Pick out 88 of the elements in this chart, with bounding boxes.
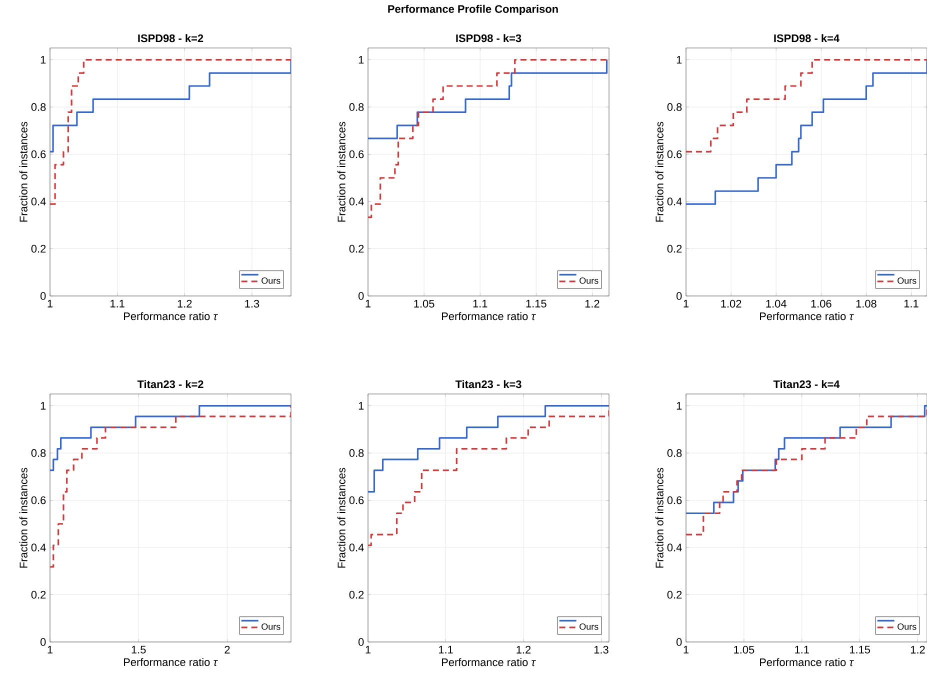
x-tick-label: 1 bbox=[366, 300, 371, 308]
chart-title: Titan23 - k=3 bbox=[455, 380, 522, 388]
y-tick-label: 0.4 bbox=[349, 198, 364, 206]
y-tick-label: 0 bbox=[40, 292, 46, 300]
x-tick-label: 1 bbox=[684, 646, 689, 654]
x-tick-label: 1.2 bbox=[178, 300, 192, 308]
text: Ours bbox=[262, 277, 280, 284]
y-tick-label: 0.2 bbox=[31, 590, 46, 599]
x-tick-label: 1 bbox=[48, 646, 53, 654]
y-tick-label: 0.4 bbox=[31, 544, 46, 552]
y-tick-label: 1 bbox=[40, 402, 46, 410]
x-tick-label: 1.02 bbox=[721, 300, 742, 308]
y-tick-label: 0.8 bbox=[349, 103, 364, 111]
y-tick-label: 0.6 bbox=[349, 496, 364, 504]
y-tick-label: 0.8 bbox=[667, 103, 682, 111]
x-tick-label: 1.2 bbox=[585, 300, 600, 308]
y-tick-label: 0.6 bbox=[667, 150, 682, 158]
y-tick-label: 0.8 bbox=[349, 449, 364, 457]
x-axis-title: Performance ratio τ bbox=[760, 312, 854, 320]
chart-title: Titan23 - k=4 bbox=[773, 380, 840, 388]
x-tick-label: 1 bbox=[684, 300, 689, 308]
chart-title: ISPD98 - k=4 bbox=[774, 34, 840, 42]
y-tick-label: 0.2 bbox=[349, 244, 364, 253]
text: Ours bbox=[898, 277, 916, 284]
y-tick-label: 0.2 bbox=[349, 590, 364, 599]
chart-title: Titan23 - k=2 bbox=[137, 380, 204, 388]
y-tick-label: 0.4 bbox=[31, 198, 46, 206]
y-axis-title: Fraction of instances bbox=[19, 468, 28, 568]
y-tick-label: 0 bbox=[40, 638, 46, 646]
text: Performance Profile Comparison bbox=[388, 4, 558, 16]
y-tick-label: 0 bbox=[676, 638, 682, 646]
y-axis-title: Fraction of instances bbox=[655, 122, 664, 222]
text: Ours bbox=[580, 623, 598, 630]
x-tick-label: 1.06 bbox=[811, 300, 832, 308]
x-axis-title: Performance ratio τ bbox=[442, 312, 536, 320]
x-tick-label: 1.05 bbox=[734, 646, 754, 654]
y-tick-label: 0.8 bbox=[31, 449, 46, 457]
y-tick-label: 1 bbox=[358, 56, 364, 64]
x-tick-label: 1.2 bbox=[516, 646, 531, 654]
y-tick-label: 1 bbox=[676, 56, 682, 64]
y-tick-label: 0.4 bbox=[667, 198, 682, 206]
text: Ours bbox=[580, 277, 598, 284]
y-tick-label: 0.4 bbox=[349, 544, 364, 552]
chart-title: ISPD98 - k=2 bbox=[138, 34, 204, 42]
x-tick-label: 1.5 bbox=[132, 646, 146, 654]
y-tick-label: 0 bbox=[358, 292, 364, 300]
chart-title: ISPD98 - k=3 bbox=[456, 34, 522, 42]
x-tick-label: 1.15 bbox=[526, 300, 546, 308]
x-axis-title: Performance ratio τ bbox=[760, 658, 854, 666]
y-tick-label: 1 bbox=[358, 402, 364, 410]
y-axis-title: Fraction of instances bbox=[19, 122, 28, 222]
y-tick-label: 0.8 bbox=[31, 103, 46, 111]
y-tick-label: 0.6 bbox=[31, 496, 46, 504]
x-axis-title: Performance ratio τ bbox=[442, 658, 536, 666]
x-axis-title: Performance ratio τ bbox=[124, 658, 218, 666]
x-tick-label: 1.04 bbox=[766, 300, 786, 308]
x-tick-label: 1.3 bbox=[594, 646, 608, 654]
y-tick-label: 0 bbox=[676, 292, 682, 300]
x-tick-label: 1 bbox=[366, 646, 371, 654]
y-tick-label: 0.6 bbox=[31, 150, 46, 158]
x-tick-label: 2 bbox=[224, 646, 230, 654]
x-tick-label: 1.3 bbox=[245, 300, 260, 308]
x-tick-label: 1 bbox=[48, 300, 53, 308]
x-tick-label: 1.15 bbox=[850, 646, 870, 654]
text: Ours bbox=[262, 623, 280, 630]
y-tick-label: 1 bbox=[40, 56, 46, 64]
y-tick-label: 0.8 bbox=[667, 449, 682, 457]
x-tick-label: 1.08 bbox=[856, 300, 876, 308]
y-tick-label: 0.6 bbox=[667, 496, 682, 504]
y-tick-label: 0.2 bbox=[31, 244, 46, 253]
x-tick-label: 1.1 bbox=[795, 646, 809, 654]
x-axis-title: Performance ratio τ bbox=[124, 312, 218, 320]
y-tick-label: 0.6 bbox=[349, 150, 364, 158]
x-tick-label: 1.2 bbox=[910, 646, 925, 654]
x-tick-label: 1.1 bbox=[473, 300, 488, 308]
y-tick-label: 0.2 bbox=[667, 244, 682, 253]
x-tick-label: 1.05 bbox=[414, 300, 434, 308]
x-tick-label: 1.1 bbox=[904, 300, 918, 308]
y-tick-label: 1 bbox=[676, 402, 682, 410]
y-axis-title: Fraction of instances bbox=[337, 468, 346, 568]
text: Ours bbox=[898, 623, 916, 630]
y-axis-title: Fraction of instances bbox=[655, 468, 664, 568]
y-tick-label: 0.2 bbox=[667, 590, 682, 599]
x-tick-label: 1.1 bbox=[438, 646, 453, 654]
y-tick-label: 0 bbox=[358, 638, 364, 646]
y-tick-label: 0.4 bbox=[667, 544, 682, 552]
x-tick-label: 1.1 bbox=[110, 300, 124, 308]
y-axis-title: Fraction of instances bbox=[337, 122, 346, 222]
